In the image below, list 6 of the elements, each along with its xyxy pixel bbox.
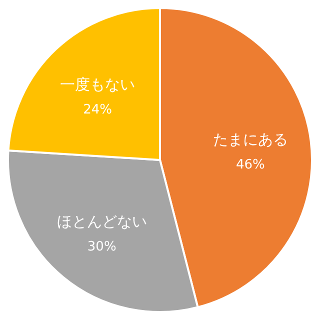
data-label: 24% [83,102,112,118]
data-label: 46% [236,158,265,173]
slice-label: ほとんどない [56,212,147,230]
slice-label: たまにある [212,130,288,149]
slice-label: 一度もない [60,76,136,94]
data-label: 30% [87,239,116,254]
